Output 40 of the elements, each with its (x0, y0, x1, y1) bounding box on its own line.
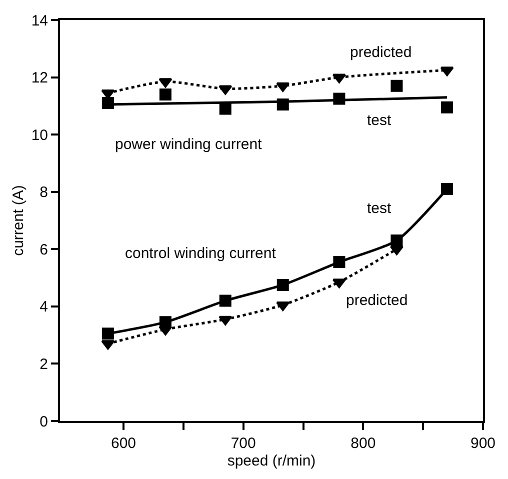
x-tick-label: 700 (230, 435, 256, 452)
y-tick-label: 6 (40, 241, 48, 258)
y-tick-label: 10 (31, 126, 48, 144)
point (390, 80, 403, 92)
point (101, 340, 115, 350)
point (276, 82, 290, 92)
y-tick-label: 8 (40, 184, 48, 202)
x-tick-label: 900 (470, 435, 496, 452)
point (276, 278, 289, 291)
point (332, 74, 346, 84)
point (441, 101, 454, 114)
annotation: power winding current (115, 136, 263, 153)
y-tick-label: 12 (31, 70, 48, 87)
y-axis-title: current (A) (10, 185, 28, 256)
point (332, 278, 346, 288)
y-tick-label: 14 (31, 12, 48, 30)
point (102, 328, 114, 340)
point (441, 182, 454, 195)
y-tick-label: 4 (40, 298, 48, 316)
point (159, 88, 172, 100)
point (333, 256, 346, 268)
annotation: predicted (346, 292, 408, 309)
point (158, 78, 172, 88)
x-axis-title: speed (r/min) (227, 452, 316, 470)
point (219, 102, 232, 115)
point (158, 326, 172, 336)
point (390, 234, 403, 247)
x-tick-label: 600 (110, 435, 136, 452)
annotation: predicted (350, 44, 412, 61)
point (390, 246, 404, 256)
point (218, 85, 232, 95)
y-tick-label: 0 (40, 413, 48, 430)
annotation: test (367, 200, 392, 217)
point (440, 66, 454, 76)
point (219, 294, 232, 307)
point (218, 316, 232, 326)
x-tick-label: 800 (350, 435, 376, 452)
y-tick-label: 2 (40, 356, 48, 373)
annotation: test (367, 112, 392, 129)
annotation: control winding current (125, 245, 277, 262)
